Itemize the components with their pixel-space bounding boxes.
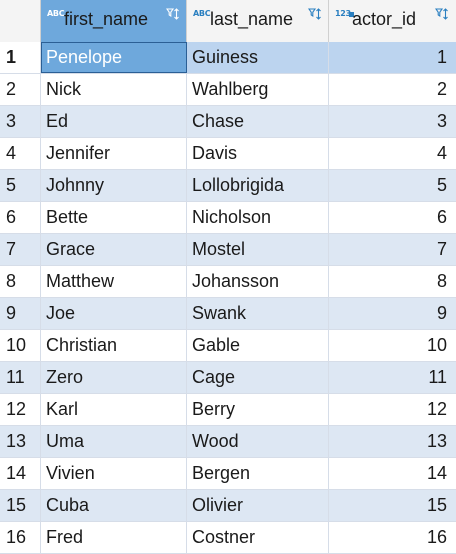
cell-actor-id[interactable]: 9 [436, 303, 447, 323]
column-header-label: last_name [210, 9, 294, 29]
row-number[interactable]: 8 [0, 266, 41, 297]
row-number[interactable]: 9 [0, 298, 41, 329]
row-number[interactable]: 6 [0, 202, 41, 233]
cell-actor-id[interactable]: 13 [426, 431, 447, 451]
cell-last-name[interactable]: Nicholson [187, 202, 329, 233]
row-number[interactable]: 15 [0, 490, 41, 521]
cell-last-name[interactable]: Wahlberg [187, 74, 329, 105]
table-row[interactable]: 16 Fred Costner 16 [0, 522, 456, 554]
cell-first-name[interactable]: Uma [41, 426, 187, 457]
row-number[interactable]: 3 [0, 106, 41, 137]
table-row[interactable]: 11 Zero Cage 11 [0, 362, 456, 394]
table-row[interactable]: 15 Cuba Olivier 15 [0, 490, 456, 522]
row-number[interactable]: 1 [0, 42, 41, 73]
row-number[interactable]: 12 [0, 394, 41, 425]
cell-last-name[interactable]: Swank [187, 298, 329, 329]
cell-actor-id[interactable]: 8 [436, 271, 447, 291]
cell-actor-id[interactable]: 6 [436, 207, 447, 227]
cell-actor-id[interactable]: 12 [426, 399, 447, 419]
number-type-label: 123 [335, 9, 351, 18]
cell-actor-id[interactable]: 10 [426, 335, 447, 355]
cell-first-name[interactable]: Penelope [41, 42, 187, 73]
table-row[interactable]: 5 Johnny Lollobrigida 5 [0, 170, 456, 202]
cell-last-name[interactable]: Berry [187, 394, 329, 425]
cell-first-name[interactable]: Zero [41, 362, 187, 393]
cell-last-name[interactable]: Chase [187, 106, 329, 137]
cell-first-name[interactable]: Grace [41, 234, 187, 265]
table-row[interactable]: 1 Penelope Guiness 1 [0, 42, 456, 74]
column-header-label: actor_id [352, 9, 417, 29]
table-row[interactable]: 2 Nick Wahlberg 2 [0, 74, 456, 106]
cell-actor-id[interactable]: 5 [436, 175, 447, 195]
number-type-icon: 123 [335, 9, 354, 18]
cell-last-name[interactable]: Costner [187, 522, 329, 553]
table-row[interactable]: 4 Jennifer Davis 4 [0, 138, 456, 170]
cell-last-name[interactable]: Guiness [187, 42, 329, 73]
text-type-icon: ABC [193, 9, 211, 18]
cell-first-name[interactable]: Vivien [41, 458, 187, 489]
cell-actor-id[interactable]: 11 [428, 367, 447, 387]
row-number[interactable]: 11 [0, 362, 41, 393]
cell-actor-id[interactable]: 4 [436, 143, 447, 163]
row-number[interactable]: 7 [0, 234, 41, 265]
row-number[interactable]: 5 [0, 170, 41, 201]
cell-last-name[interactable]: Cage [187, 362, 329, 393]
row-number[interactable]: 13 [0, 426, 41, 457]
cell-first-name[interactable]: Fred [41, 522, 187, 553]
text-type-icon: ABC [47, 9, 65, 18]
cell-first-name[interactable]: Bette [41, 202, 187, 233]
cell-last-name[interactable]: Olivier [187, 490, 329, 521]
row-number[interactable]: 14 [0, 458, 41, 489]
table-row[interactable]: 6 Bette Nicholson 6 [0, 202, 456, 234]
cell-first-name[interactable]: Ed [41, 106, 187, 137]
cell-actor-id[interactable]: 16 [426, 527, 447, 547]
table-row[interactable]: 7 Grace Mostel 7 [0, 234, 456, 266]
row-number-header[interactable] [0, 0, 41, 42]
cell-last-name[interactable]: Davis [187, 138, 329, 169]
cell-first-name[interactable]: Christian [41, 330, 187, 361]
filter-sort-icon[interactable] [435, 7, 449, 21]
cell-last-name[interactable]: Wood [187, 426, 329, 457]
column-header-first-name[interactable]: ABC first_name [41, 0, 187, 42]
cell-first-name[interactable]: Nick [41, 74, 187, 105]
table-row[interactable]: 13 Uma Wood 13 [0, 426, 456, 458]
cell-actor-id[interactable]: 7 [436, 239, 447, 259]
grid-header: ABC first_name ABC last_name 123 actor_i… [0, 0, 456, 43]
table-row[interactable]: 10 Christian Gable 10 [0, 330, 456, 362]
cell-first-name[interactable]: Joe [41, 298, 187, 329]
filter-sort-icon[interactable] [166, 7, 180, 21]
row-number[interactable]: 16 [0, 522, 41, 553]
row-number[interactable]: 2 [0, 74, 41, 105]
grid-body: 1 Penelope Guiness 1 2 Nick Wahlberg 2 3 Ed Chase 3… [0, 42, 456, 554]
filter-sort-icon[interactable] [308, 7, 322, 21]
table-row[interactable]: 8 Matthew Johansson 8 [0, 266, 456, 298]
cell-last-name[interactable]: Mostel [187, 234, 329, 265]
cell-first-name[interactable]: Johnny [41, 170, 187, 201]
cell-first-name[interactable]: Karl [41, 394, 187, 425]
cell-first-name[interactable]: Jennifer [41, 138, 187, 169]
cell-first-name[interactable]: Matthew [41, 266, 187, 297]
cell-last-name[interactable]: Johansson [187, 266, 329, 297]
cell-actor-id[interactable]: 3 [436, 111, 447, 131]
cell-last-name[interactable]: Gable [187, 330, 329, 361]
cell-actor-id[interactable]: 2 [436, 79, 447, 99]
cell-actor-id[interactable]: 1 [436, 47, 447, 67]
column-header-label: first_name [64, 9, 149, 29]
table-row[interactable]: 3 Ed Chase 3 [0, 106, 456, 138]
cell-actor-id[interactable]: 15 [426, 495, 447, 515]
cell-actor-id[interactable]: 14 [426, 463, 447, 483]
cell-last-name[interactable]: Lollobrigida [187, 170, 329, 201]
cell-last-name[interactable]: Bergen [187, 458, 329, 489]
table-row[interactable]: 9 Joe Swank 9 [0, 298, 456, 330]
row-number[interactable]: 4 [0, 138, 41, 169]
row-number[interactable]: 10 [0, 330, 41, 361]
table-row[interactable]: 14 Vivien Bergen 14 [0, 458, 456, 490]
table-row[interactable]: 12 Karl Berry 12 [0, 394, 456, 426]
cell-first-name[interactable]: Cuba [41, 490, 187, 521]
column-header-last-name[interactable]: ABC last_name [187, 0, 329, 42]
column-header-actor-id[interactable]: 123 actor_id [329, 0, 455, 42]
